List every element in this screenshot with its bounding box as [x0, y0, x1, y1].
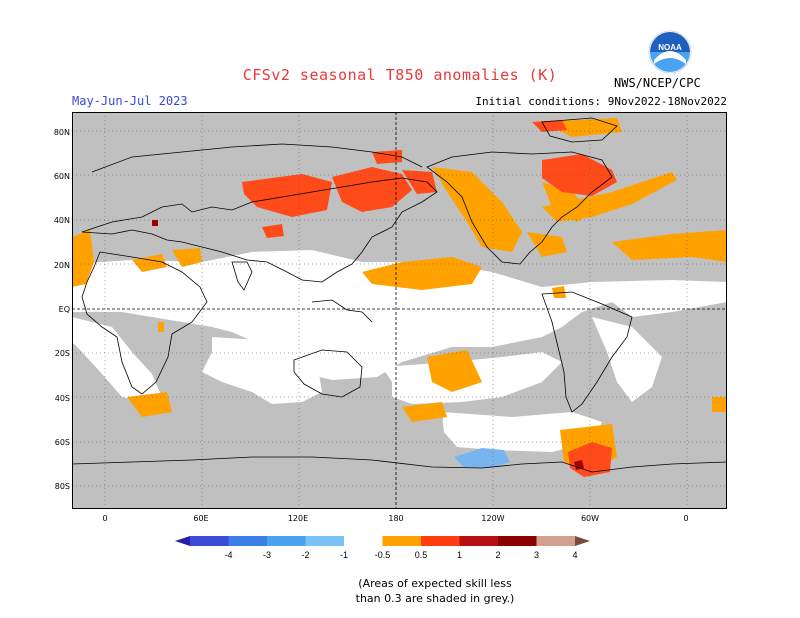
colorbar-tick-label: -4 [224, 550, 232, 560]
colorbar-tick-label: -2 [301, 550, 309, 560]
lon-label-60e: 60E [193, 514, 209, 523]
lat-label-eq: EQ [58, 305, 70, 314]
colorbar-left-arrow [175, 536, 190, 546]
forecast-period: May-Jun-Jul 2023 [72, 94, 188, 108]
coastlines [72, 117, 727, 473]
lat-label-20s: 20S [54, 349, 70, 358]
colorbar: -4 -3 -2 -1 -0.5 0.5 1 2 3 4 [175, 536, 590, 560]
colorbar-swatch [421, 536, 460, 546]
lon-label-120w: 120W [481, 514, 505, 523]
lat-label-40n: 40N [53, 216, 70, 225]
colorbar-tick-label: -3 [263, 550, 271, 560]
colorbar-swatch [305, 536, 344, 546]
colorbar-tick-label: 3 [534, 550, 539, 560]
lon-label-60w: 60W [580, 514, 600, 523]
colorbar-swatch [459, 536, 498, 546]
lat-label-20n: 20N [53, 261, 70, 270]
colorbar-right-arrow [575, 536, 590, 546]
noaa-logo-icon: NOAA [648, 30, 692, 74]
anomaly-positive-0-5-to-1 [72, 118, 727, 470]
lon-label-0-right: 0 [683, 514, 689, 523]
anomaly-map [72, 112, 727, 509]
colorbar-swatch [498, 536, 537, 546]
colorbar-tick-label: 2 [495, 550, 500, 560]
lat-label-60s: 60S [54, 438, 70, 447]
anomaly-positive-2-to-3 [152, 220, 584, 470]
colorbar-swatch [228, 536, 267, 546]
colorbar-swatch [267, 536, 306, 546]
colorbar-tick-label: -0.5 [375, 550, 391, 560]
map-frame [72, 112, 727, 509]
noaa-logo-text: NOAA [658, 43, 682, 52]
footnote-line-1: (Areas of expected skill less [358, 577, 512, 590]
colorbar-tick-label: 4 [572, 550, 577, 560]
equator-and-dateline [72, 112, 727, 509]
lat-label-80s: 80S [54, 482, 70, 491]
lat-label-40s: 40S [54, 394, 70, 403]
colorbar-tick-label: 1 [457, 550, 462, 560]
anomaly-negative-0-5-to-1 [454, 448, 510, 468]
colorbar-swatch [382, 536, 421, 546]
footnote-line-2: than 0.3 are shaded in grey.) [355, 592, 515, 605]
chart-title: CFSv2 seasonal T850 anomalies (K) [242, 66, 558, 84]
colorbar-swatch [536, 536, 575, 546]
lon-label-0-left: 0 [102, 514, 108, 523]
colorbar-tick-label: 0.5 [415, 550, 428, 560]
colorbar-swatch [344, 536, 383, 546]
initial-conditions: Initial conditions: 9Nov2022-18Nov2022 [475, 95, 727, 108]
lon-label-180: 180 [388, 514, 404, 523]
agency-label: NWS/NCEP/CPC [614, 76, 701, 90]
colorbar-tick-label: -1 [340, 550, 348, 560]
lat-label-80n: 80N [53, 128, 70, 137]
lat-label-60n: 60N [53, 172, 70, 181]
colorbar-swatch [190, 536, 229, 546]
anomaly-positive-1-to-2 [242, 120, 617, 477]
lon-label-120e: 120E [287, 514, 309, 523]
